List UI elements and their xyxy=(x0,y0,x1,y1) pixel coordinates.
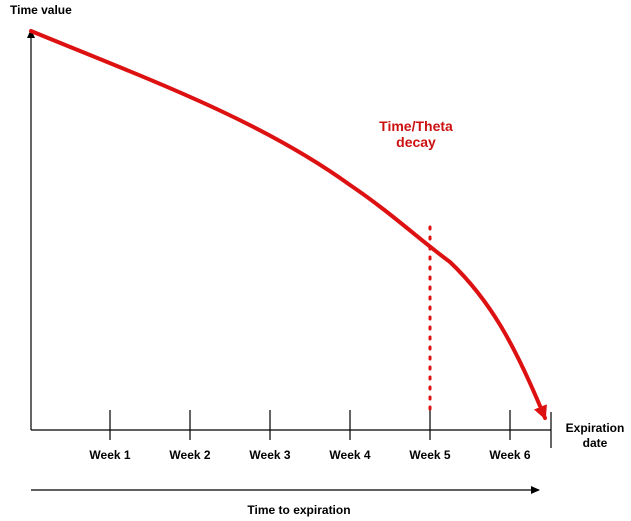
week-label-4: Week 4 xyxy=(329,448,370,462)
curve-label-line2: decay xyxy=(396,134,436,150)
week-label-6: Week 6 xyxy=(489,448,530,462)
week-ticks: Week 1 Week 2 Week 3 Week 4 Week 5 Week 6 xyxy=(89,410,531,462)
week-label-1: Week 1 xyxy=(89,448,130,462)
week-label-3: Week 3 xyxy=(249,448,290,462)
y-axis-label: Time value xyxy=(10,3,72,17)
expiration-label-line1: Expiration xyxy=(566,421,625,435)
expiration-label-line2: date xyxy=(583,436,608,450)
time-to-expiration-label: Time to expiration xyxy=(247,503,350,517)
theta-decay-curve xyxy=(29,29,547,420)
week-label-2: Week 2 xyxy=(169,448,210,462)
curve-label-line1: Time/Theta xyxy=(379,118,453,134)
week-label-5: Week 5 xyxy=(409,448,450,462)
